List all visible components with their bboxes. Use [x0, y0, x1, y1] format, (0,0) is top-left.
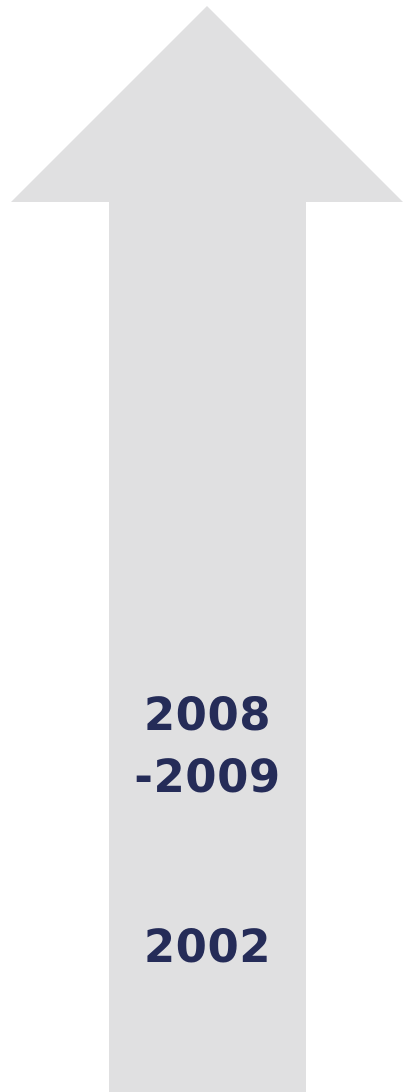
timeline-label-line: 2002 — [143, 920, 272, 973]
timeline-label-line: -2009 — [134, 750, 281, 803]
timeline-label-line: 2008 — [143, 688, 272, 741]
timeline-label-2002: 2002 — [109, 916, 306, 978]
up-arrow-icon — [11, 6, 403, 1092]
timeline-label-2008-2009: 2008 -2009 — [109, 684, 306, 808]
